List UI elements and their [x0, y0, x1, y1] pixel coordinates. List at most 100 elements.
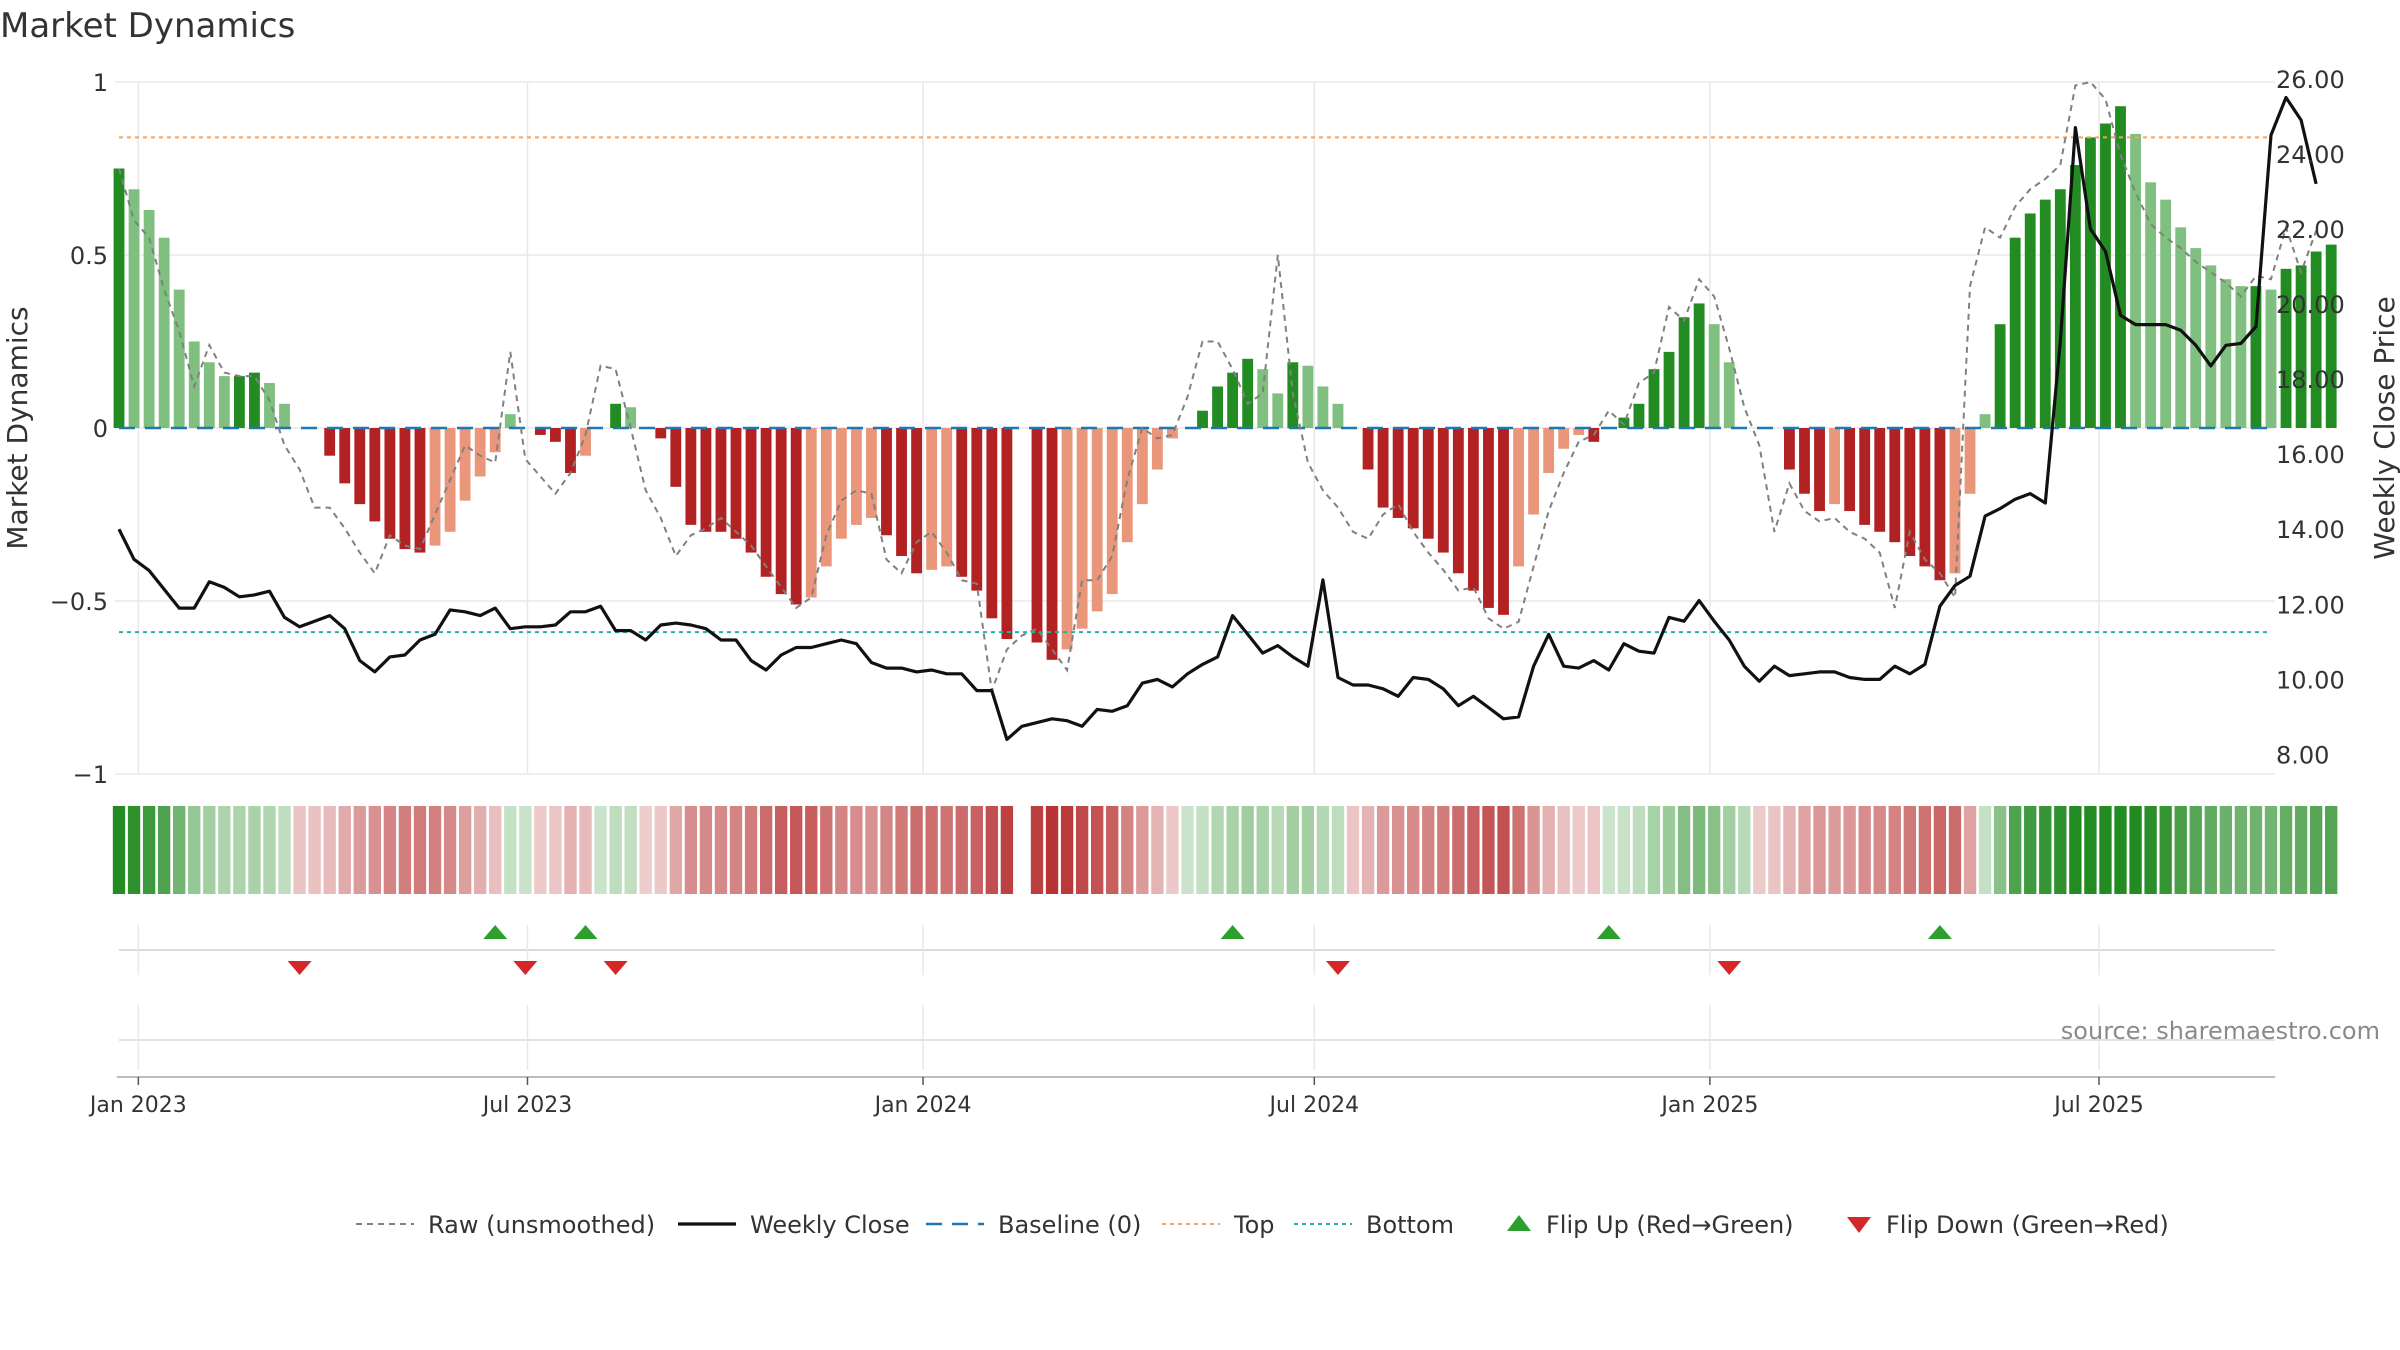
regime-cell	[714, 806, 728, 894]
dynamics-bar	[1498, 428, 1509, 615]
dynamics-bar	[1332, 403, 1344, 428]
dynamics-bar	[926, 428, 938, 570]
x-tick-label: Jul 2025	[2052, 1093, 2144, 1118]
regime-cell	[2024, 806, 2037, 894]
regime-cell	[504, 806, 517, 894]
regime-cell	[263, 806, 276, 894]
regime-cell	[519, 806, 532, 894]
dynamics-bar	[1528, 428, 1540, 515]
regime-cell	[398, 806, 412, 894]
dynamics-bar	[128, 189, 140, 428]
regime-cell	[2189, 806, 2202, 894]
regime-cell	[368, 806, 382, 894]
dynamics-bar	[565, 428, 576, 473]
y-axis-label-right: Weekly Close Price	[2368, 296, 2400, 559]
regime-cell	[1467, 806, 1480, 894]
dynamics-bar	[986, 428, 998, 619]
legend-label: Baseline (0)	[998, 1211, 1141, 1239]
legend-label: Raw (unsmoothed)	[428, 1211, 655, 1239]
legend-flip-up-swatch	[1507, 1215, 1531, 1231]
flip-down-marker	[1325, 961, 1350, 975]
dynamics-bar	[1799, 428, 1810, 494]
dynamics-bar	[2295, 265, 2307, 428]
regime-cell	[940, 806, 953, 894]
dynamics-bar	[489, 428, 501, 453]
regime-cell	[1753, 806, 1766, 894]
regime-cell	[534, 806, 547, 894]
x-tick-label: Jan 2023	[88, 1093, 187, 1118]
regime-cell	[1542, 806, 1555, 894]
dynamics-bar	[820, 428, 832, 567]
regime-cell	[1316, 806, 1330, 894]
regime-cell	[474, 806, 487, 894]
regime-cell	[2159, 806, 2172, 894]
dynamics-bar	[1618, 417, 1630, 428]
dynamics-bar	[971, 428, 983, 591]
regime-cell	[127, 806, 141, 894]
legend: Raw (unsmoothed) Weekly Close Baseline (0)…	[356, 1211, 2169, 1239]
regime-cell	[458, 806, 472, 894]
x-tick-label: Jul 2023	[481, 1093, 573, 1118]
regime-cell	[1331, 806, 1345, 894]
dynamics-bar	[1723, 362, 1735, 428]
regime-cell	[1768, 806, 1781, 894]
dynamics-bar	[459, 428, 471, 501]
regime-cell	[489, 806, 502, 894]
regime-cell	[2279, 806, 2293, 894]
dynamics-bar	[1227, 372, 1239, 428]
dynamics-bar	[1377, 428, 1389, 508]
regime-cell	[2174, 806, 2187, 894]
regime-cell	[2129, 806, 2142, 894]
regime-cell	[850, 806, 863, 894]
dynamics-bar	[1136, 428, 1148, 505]
regime-cell	[1918, 806, 1932, 894]
flip-up-marker	[1927, 925, 1952, 939]
dynamics-bar	[550, 428, 561, 442]
x-axis: Jan 2023 Jul 2023 Jan 2024 Jul 2024 Jan 2025…	[88, 1076, 2275, 1118]
dynamics-bar	[1483, 428, 1494, 608]
right-tick-label: 12.00	[2276, 591, 2345, 619]
regime-cell	[112, 806, 126, 894]
right-tick-label: 14.00	[2276, 516, 2345, 544]
regime-cell	[925, 806, 938, 894]
regime-cell	[910, 806, 923, 894]
regime-cell	[1482, 806, 1495, 894]
dynamics-bar	[1392, 428, 1404, 518]
regime-cell	[790, 806, 803, 894]
regime-cell	[428, 806, 442, 894]
regime-cell	[1452, 806, 1465, 894]
regime-cell	[865, 806, 878, 894]
regime-cell	[1256, 806, 1269, 894]
dynamics-bar	[1076, 428, 1088, 629]
regime-cell	[1828, 806, 1841, 894]
regime-cell	[2264, 806, 2278, 894]
regime-cell	[157, 806, 171, 894]
regime-cell	[609, 806, 622, 894]
regime-cell	[2219, 806, 2233, 894]
regime-cell	[278, 806, 291, 894]
regime-cell	[1993, 806, 2007, 894]
x-tick-label: Jan 2024	[873, 1093, 972, 1118]
dynamics-bar	[2250, 286, 2262, 428]
dynamics-bar	[866, 428, 877, 518]
dynamics-bar	[2235, 286, 2247, 428]
dynamics-bar	[384, 428, 396, 539]
regime-cell	[1948, 806, 1962, 894]
regime-cell	[579, 806, 592, 894]
dynamics-bar	[685, 428, 697, 525]
right-tick-label: 20.00	[2276, 291, 2345, 319]
regime-cell	[1091, 806, 1104, 894]
regime-cell	[1136, 806, 1149, 894]
dynamics-bar	[264, 383, 275, 428]
flip-up-marker	[1220, 925, 1245, 939]
regime-cell	[1572, 806, 1585, 894]
regime-cell	[1798, 806, 1811, 894]
dynamics-bar	[429, 428, 441, 546]
regime-cell	[1662, 806, 1676, 894]
dynamics-bar	[1874, 428, 1886, 532]
regime-cell	[955, 806, 968, 894]
dynamics-bar	[233, 376, 245, 428]
regime-cell	[2069, 806, 2082, 894]
regime-cell	[1723, 806, 1736, 894]
